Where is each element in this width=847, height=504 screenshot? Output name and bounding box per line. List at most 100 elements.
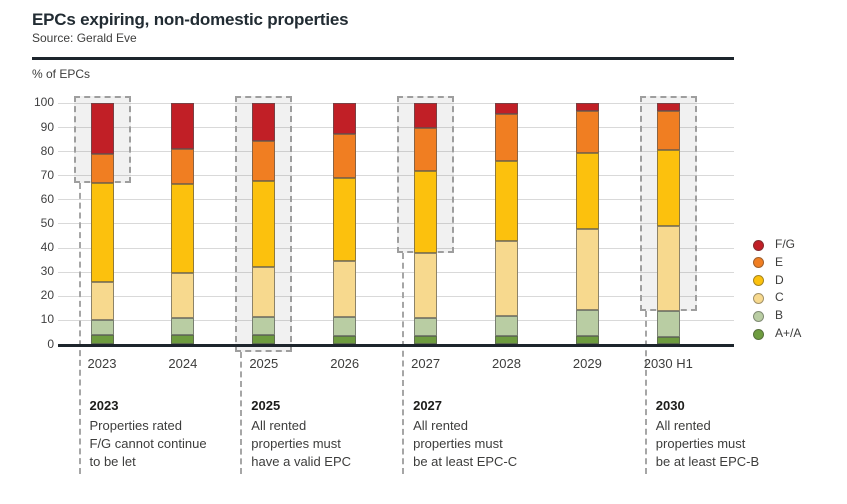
milestone-text-line: be at least EPC-B bbox=[655, 454, 760, 469]
legend-swatch-FG bbox=[753, 239, 764, 251]
legend-label-FG: F/G bbox=[775, 237, 795, 251]
bar-segment-2027-E bbox=[414, 127, 438, 171]
bar-segment-2024-C bbox=[171, 273, 195, 318]
bar-segment-2027-B bbox=[414, 317, 438, 337]
milestone-text-line: F/G cannot continue bbox=[89, 436, 207, 451]
gridline-40 bbox=[58, 247, 734, 249]
bar-segment-2027-FG bbox=[414, 103, 438, 128]
bar-segment-2024-D bbox=[171, 184, 195, 274]
bar-segment-2029-AA bbox=[575, 336, 599, 345]
milestone-connector-2027 bbox=[402, 252, 405, 474]
milestone-annotation-2027: 2027 All rented properties must be at least… bbox=[413, 398, 573, 471]
bar-segment-2028-D bbox=[495, 161, 518, 241]
gridline-100 bbox=[58, 102, 734, 104]
bar-segment-2026-D bbox=[333, 178, 357, 262]
bar-segment-2030H1-B bbox=[656, 310, 680, 338]
gridline-50 bbox=[58, 223, 734, 225]
x-axis-label-2025: 2025 bbox=[249, 356, 279, 371]
milestone-annotation-2030: 2030 All rented properties must be at least… bbox=[656, 398, 816, 471]
bar-segment-2030H1-FG bbox=[656, 103, 680, 111]
milestone-text-line: All rented bbox=[413, 418, 469, 433]
y-tick-label-30: 30 bbox=[40, 264, 54, 279]
legend-label-E: E bbox=[775, 254, 784, 269]
bar-segment-2023-C bbox=[90, 281, 114, 321]
x-axis-label-2026: 2026 bbox=[330, 356, 360, 371]
x-axis-line bbox=[58, 344, 734, 347]
y-tick-label-40: 40 bbox=[40, 240, 54, 255]
y-tick-label-10: 10 bbox=[40, 312, 54, 327]
milestone-text-line: All rented bbox=[655, 418, 711, 433]
bar-segment-2030H1-D bbox=[656, 150, 680, 227]
legend-label-D: D bbox=[775, 272, 784, 287]
chart-title: EPCs expiring, non-domestic properties bbox=[32, 10, 349, 29]
milestone-connector-2025 bbox=[240, 352, 243, 474]
milestone-connector-2030 bbox=[644, 310, 647, 474]
y-tick-label-60: 60 bbox=[40, 191, 54, 206]
y-tick-label-80: 80 bbox=[40, 143, 54, 158]
milestone-year: 2027 bbox=[413, 398, 443, 413]
bar-segment-2029-C bbox=[575, 228, 599, 310]
bar-segment-2025-FG bbox=[252, 103, 276, 141]
gridline-10 bbox=[58, 319, 734, 321]
legend-swatch-B bbox=[753, 310, 764, 322]
gridline-80 bbox=[58, 151, 734, 153]
bar-segment-2023-D bbox=[90, 182, 114, 282]
bar-segment-2030H1-AA bbox=[656, 337, 680, 345]
bar-segment-2023-FG bbox=[90, 103, 114, 155]
milestone-year: 2025 bbox=[251, 398, 281, 413]
bar-segment-2026-B bbox=[333, 316, 357, 337]
milestone-annotation-2023: 2023 Properties rated F/G cannot continue t… bbox=[90, 398, 250, 471]
y-tick-label-50: 50 bbox=[40, 215, 54, 230]
gridline-70 bbox=[58, 175, 734, 177]
milestone-text-line: be at least EPC-C bbox=[413, 454, 518, 469]
bar-segment-2027-AA bbox=[414, 336, 438, 345]
milestone-text-line: properties must bbox=[251, 436, 341, 451]
bar-segment-2029-E bbox=[575, 110, 599, 153]
bar-segment-2023-E bbox=[90, 154, 114, 183]
gridline-20 bbox=[58, 295, 734, 297]
milestone-text-line: to be let bbox=[89, 454, 136, 469]
milestone-year: 2030 bbox=[655, 398, 685, 413]
bar-segment-2026-AA bbox=[333, 336, 357, 345]
milestone-text-line: have a valid EPC bbox=[251, 454, 352, 469]
legend-swatch-AA bbox=[753, 328, 764, 340]
y-tick-label-0: 0 bbox=[47, 336, 54, 351]
legend-swatch-C bbox=[753, 292, 764, 304]
bar-segment-2024-E bbox=[171, 149, 195, 185]
bar-segment-2030H1-C bbox=[656, 226, 680, 311]
milestone-text-line: properties must bbox=[655, 436, 746, 451]
bar-segment-2027-D bbox=[414, 170, 438, 253]
x-axis-label-2028: 2028 bbox=[492, 356, 521, 371]
x-axis-label-2029: 2029 bbox=[572, 356, 602, 371]
gridline-90 bbox=[58, 127, 734, 128]
legend-swatch-E bbox=[753, 257, 764, 269]
bar-segment-2029-B bbox=[575, 309, 599, 337]
milestone-text-line: Properties rated bbox=[89, 418, 183, 433]
legend-label-C: C bbox=[775, 290, 784, 305]
bar-segment-2023-B bbox=[90, 320, 114, 335]
y-tick-label-90: 90 bbox=[40, 119, 54, 134]
milestone-year: 2023 bbox=[89, 398, 119, 413]
y-axis-title: % of EPCs bbox=[32, 67, 91, 81]
bar-segment-2026-E bbox=[333, 133, 357, 179]
bar-segment-2027-C bbox=[414, 252, 438, 318]
milestone-text-line: properties must bbox=[413, 436, 503, 451]
gridline-30 bbox=[58, 271, 734, 273]
x-axis-label-2027: 2027 bbox=[411, 356, 441, 371]
bar-segment-2029-FG bbox=[575, 103, 599, 111]
bar-segment-2024-B bbox=[171, 317, 195, 335]
milestone-text-line: All rented bbox=[251, 418, 307, 433]
chart-source: Source: Gerald Eve bbox=[32, 31, 137, 45]
x-axis-label-2024: 2024 bbox=[168, 356, 198, 371]
milestone-connector-2023 bbox=[78, 182, 81, 474]
bar-segment-2025-D bbox=[252, 180, 276, 268]
bar-segment-2025-C bbox=[252, 267, 276, 317]
y-tick-label-100: 100 bbox=[33, 95, 54, 110]
bar-segment-2025-B bbox=[252, 316, 276, 335]
bar-segment-2026-C bbox=[333, 261, 357, 317]
bar-segment-2028-C bbox=[495, 240, 518, 316]
gridline-60 bbox=[58, 199, 734, 201]
legend-label-AA: A+/A bbox=[775, 326, 802, 340]
legend-label-B: B bbox=[775, 308, 784, 323]
